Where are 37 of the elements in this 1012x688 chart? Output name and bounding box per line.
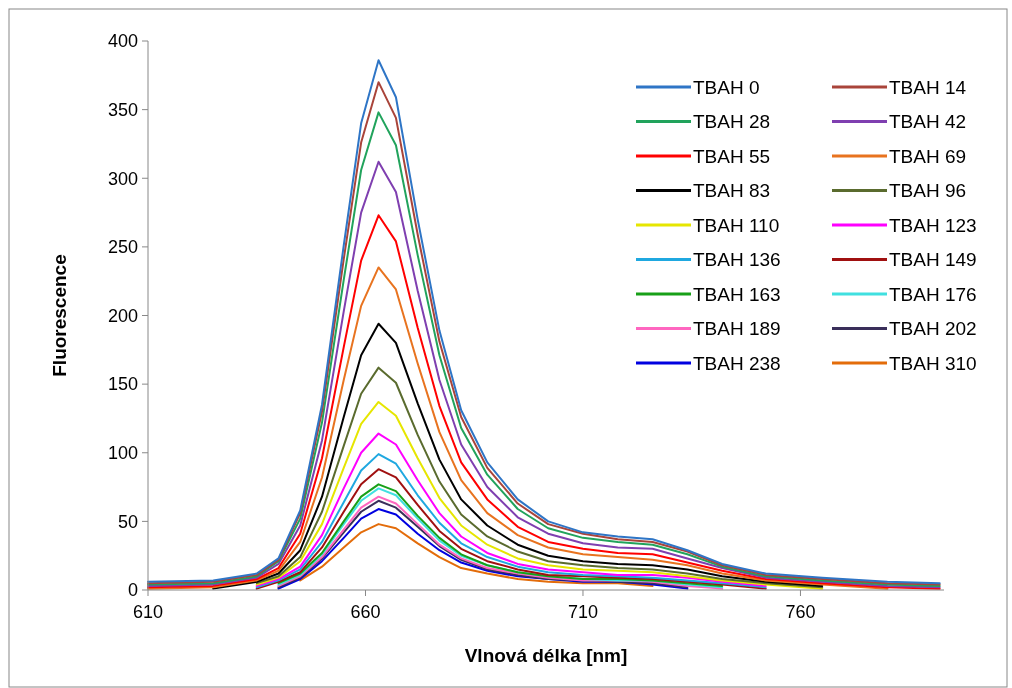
legend-label: TBAH 69 [889,145,967,167]
legend-label: TBAH 0 [693,76,760,98]
y-tick-label: 250 [107,237,138,258]
y-tick-label: 0 [127,580,138,601]
legend-label: TBAH 96 [889,180,967,202]
x-tick-label: 710 [567,602,598,622]
legend-label: TBAH 123 [889,214,977,236]
x-tick-label: 610 [132,602,164,622]
legend-label: TBAH 110 [693,214,780,236]
line-series [255,400,824,590]
y-tick-label: 400 [107,31,138,52]
y-tick-label: 100 [107,443,138,464]
legend-label: TBAH 310 [889,352,977,374]
legend-label: TBAH 163 [693,283,781,305]
line-series [147,266,889,590]
legend-label: TBAH 14 [889,76,967,98]
y-tick-label: 200 [107,305,138,326]
x-tick-label: 760 [785,602,816,622]
y-tick-label: 150 [107,374,138,395]
legend-label: TBAH 28 [693,111,771,133]
y-tick-label: 350 [107,99,138,120]
line-series [299,523,654,587]
x-tick-label: 660 [350,602,381,622]
legend-label: TBAH 149 [889,249,977,271]
legend-label: TBAH 42 [889,111,967,133]
legend-label: TBAH 189 [693,318,781,340]
x-axis-title: Vlnová délka [nm] [464,645,628,666]
legend-label: TBAH 136 [693,249,781,271]
legend-label: TBAH 176 [889,283,977,305]
line-series [212,322,824,590]
y-tick-label: 50 [117,511,138,532]
y-tick-label: 300 [107,168,138,189]
legend-label: TBAH 55 [693,145,771,167]
legend-label: TBAH 202 [889,318,977,340]
legend-label: TBAH 238 [693,352,781,374]
legend-label: TBAH 83 [693,180,771,202]
y-axis-title: Fluorescence [49,254,70,377]
